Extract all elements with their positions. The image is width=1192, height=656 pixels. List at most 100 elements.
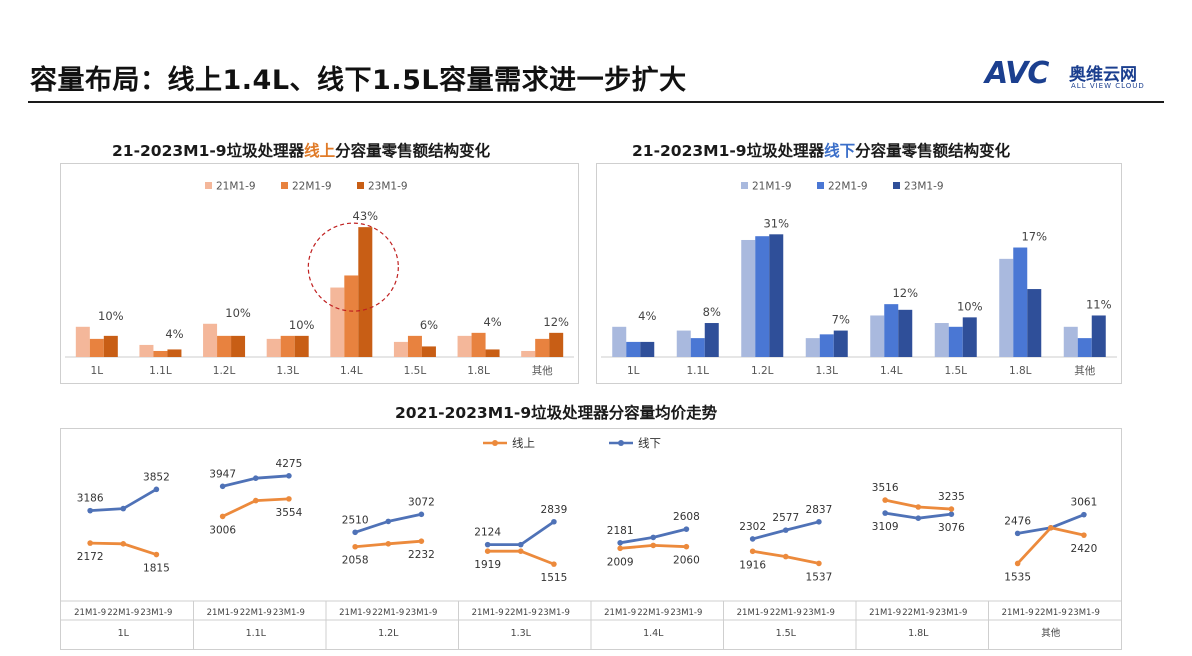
online-highlight-circle [307,222,399,312]
trend-period-label-1-2: 23M1-9 [273,608,305,618]
trend-offline-point-1-0 [219,483,226,490]
trend-online-label-1-2: 3554 [276,507,303,519]
online-data-label-1: 4% [165,327,183,341]
offline-bar-4-1 [884,304,899,357]
online-category-label-2: 1.2L [213,365,236,377]
trend-offline-point-7-2 [1081,511,1087,518]
online-category-label-0: 1L [91,365,104,377]
online-bar-1-2 [167,349,182,357]
trend-online-point-7-1 [1047,525,1054,531]
trend-online-label-6-2: 3235 [938,491,965,503]
online-bar-5-0 [393,341,408,357]
trend-period-label-7-1: 22M1-9 [1035,608,1067,618]
trend-period-label-1-0: 21M1-9 [207,608,239,618]
trend-group-label-1: 1.1L [246,628,267,639]
offline-bar-2-1 [755,236,770,357]
offline-bar-0-0 [612,326,627,357]
offline-data-label-5: 10% [957,299,983,313]
online-bar-6-0 [457,335,472,357]
offline-bar-2-2 [769,234,784,357]
online-bar-5-2 [421,346,436,357]
trend-online-point-0-0 [87,540,93,546]
trend-online-label-6-0: 3516 [872,482,899,494]
online-bar-2-2 [231,335,246,357]
online-bar-1-0 [139,344,154,357]
trend-online-label-3-2: 1515 [541,572,568,584]
offline-category-label-4: 1.4L [880,365,903,377]
trend-offline-point-4-0 [617,540,623,546]
trend-offline-label-7-0: 2476 [1004,515,1031,527]
trend-offline-label-3-0: 2124 [474,527,501,539]
trend-offline-label-5-0: 2302 [739,521,766,533]
trend-online-point-5-1 [782,553,789,560]
online-bar-chart: 21M1-9 22M1-9 23M1-9 10% 1L 4% 1.1L 10% 1.2L 10% 1… [65,181,574,377]
trend-online-point-2-2 [418,538,425,544]
online-category-label-6: 1.8L [467,365,490,377]
trend-offline-point-0-1 [120,505,127,512]
trend-period-label-1-1: 22M1-9 [240,608,272,618]
offline-chart-title: 21-2023M1-9垃圾处理器线下分容量零售额结构变化 [632,139,1010,161]
online-data-label-6: 4% [483,315,501,329]
logo-name-en: ALL VIEW CLOUD [1071,82,1145,90]
trend-offline-label-7-2: 3061 [1071,497,1098,509]
online-bar-0-2 [103,335,118,357]
offline-bar-5-2 [962,317,977,357]
trend-period-label-3-2: 23M1-9 [538,608,570,618]
trend-online-point-3-1 [517,548,524,554]
online-bar-7-1 [535,338,550,357]
trend-online-point-1-2 [286,496,292,502]
price-trend-chart-title: 2021-2023M1-9垃圾处理器分容量均价走势 [395,404,718,422]
offline-bar-6-2 [1027,289,1042,357]
online-data-label-7: 12% [543,315,569,329]
trend-online-label-2-2: 2232 [408,549,435,561]
online-bar-2-1 [217,335,232,357]
trend-online-label-5-2: 1537 [806,571,833,583]
trend-online-point-6-1 [915,504,922,510]
trend-online-point-4-1 [650,542,657,549]
trend-online-label-7-0: 1535 [1004,571,1031,583]
trend-online-point-2-1 [385,541,392,547]
online-bar-6-2 [485,349,500,357]
trend-offline-label-0-0: 3186 [77,493,104,505]
logo-name-cn: 奥维云网 [1069,65,1137,85]
trend-offline-label-3-2: 2839 [541,504,568,516]
offline-bar-5-0 [934,323,949,357]
online-category-label-5: 1.5L [404,365,427,377]
offline-legend-swatch-1 [817,182,824,189]
trend-offline-label-4-2: 2608 [673,511,700,523]
online-bar-4-1 [344,275,359,357]
trend-offline-label-6-0: 3109 [872,521,899,533]
logo-mark: AVC [985,56,1049,91]
trend-period-label-5-1: 22M1-9 [770,608,802,618]
trend-offline-point-6-0 [882,510,888,516]
trend-period-label-4-0: 21M1-9 [604,608,636,618]
offline-category-label-1: 1.1L [686,365,709,377]
offline-bar-0-1 [626,341,641,357]
trend-period-label-0-1: 22M1-9 [107,608,139,618]
trend-period-label-6-1: 22M1-9 [902,608,934,618]
trend-offline-label-1-0: 3947 [209,468,236,480]
online-bar-5-1 [407,335,422,357]
trend-online-label-1-0: 3006 [209,524,236,536]
trend-group-label-3: 1.3L [511,628,532,639]
trend-online-point-7-0 [1014,560,1021,567]
trend-offline-point-2-2 [418,511,425,518]
offline-bar-0-2 [640,341,655,357]
trend-offline-label-0-2: 3852 [143,471,170,483]
offline-bar-4-2 [898,309,913,357]
offline-bar-4-0 [870,315,885,357]
offline-bar-1-1 [690,338,705,357]
trend-period-label-0-2: 23M1-9 [140,608,172,618]
online-bar-3-1 [280,335,295,357]
trend-offline-label-2-0: 2510 [342,514,369,526]
online-bar-7-0 [521,350,536,357]
offline-bar-7-2 [1091,315,1106,357]
online-bar-3-2 [294,335,309,357]
trend-offline-point-4-1 [650,534,657,541]
offline-bar-6-1 [1013,247,1028,357]
offline-bar-6-0 [999,258,1014,357]
online-bar-2-0 [203,323,218,357]
online-data-label-3: 10% [289,318,315,332]
online-bar-7-2 [549,332,564,357]
trend-offline-label-2-2: 3072 [408,496,435,508]
